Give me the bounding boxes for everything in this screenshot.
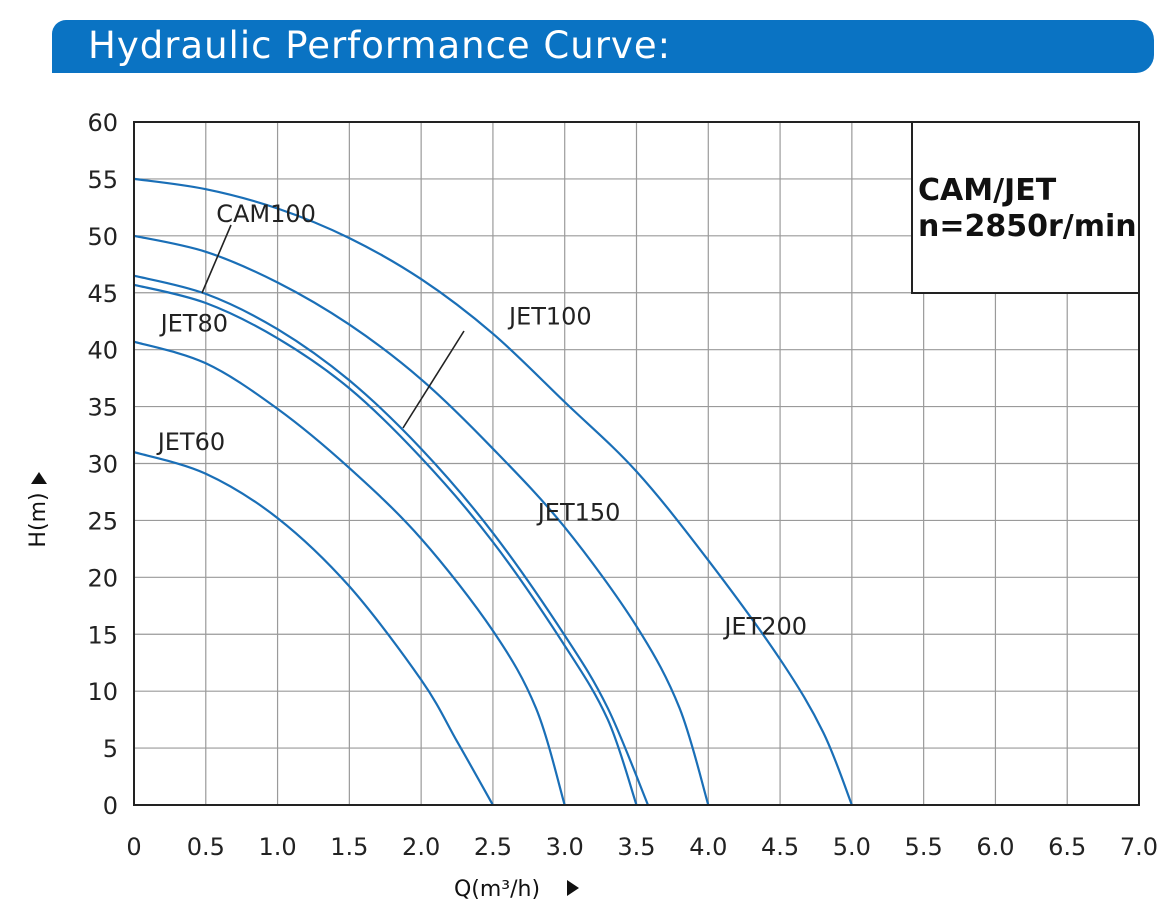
x-tick-label: 6.0 [976,833,1014,861]
label-cam100: CAM100 [216,200,316,228]
x-tick-label: 2.0 [402,833,440,861]
y-axis-arrow-icon [31,472,47,484]
title-banner: Hydraulic Performance Curve: [52,20,1154,73]
y-axis-title: H(m) [26,472,51,548]
y-tick-label: 0 [103,792,118,820]
x-tick-label: 7.0 [1120,833,1158,861]
x-tick-label: 4.5 [761,833,799,861]
curve-jet100 [133,283,638,806]
y-tick-label: 25 [87,507,118,535]
x-tick-label: 0.5 [187,833,225,861]
x-tick-label: 0 [126,833,141,861]
label-jet200: JET200 [722,612,807,640]
x-tick-label: 1.0 [258,833,296,861]
jet100-leader [402,330,465,429]
x-tick-label: 6.5 [1048,833,1086,861]
label-jet80: JET80 [159,309,228,337]
y-tick-label: 55 [87,166,118,194]
curve-jet80 [133,340,566,806]
y-tick-label: 30 [87,451,118,479]
curve-jet200 [133,177,853,806]
y-tick-label: 45 [87,280,118,308]
x-tick-label: 1.5 [330,833,368,861]
cam100-leader [201,224,232,294]
label-jet150: JET150 [536,498,621,526]
x-tick-label: 2.5 [474,833,512,861]
y-tick-label: 10 [87,678,118,706]
curve-labels: CAM100 JET80 JET60 JET100 JET150 JET200 [156,200,807,640]
info-speed: n=2850r/min [918,209,1137,244]
curve-cam100 [133,274,650,806]
y-tick-labels: 0 5 10 15 20 25 30 35 40 45 50 55 60 [87,109,118,820]
info-box-frame [911,121,1140,294]
x-axis-arrow-icon [567,880,579,896]
label-jet100: JET100 [507,303,592,331]
info-model: CAM/JET [918,173,1057,208]
x-tick-label: 3.0 [546,833,584,861]
x-tick-label: 4.0 [689,833,727,861]
y-tick-label: 15 [87,621,118,649]
curve-jet60 [133,451,494,806]
chart-curves [133,177,853,806]
page-title: Hydraulic Performance Curve: [88,24,672,67]
x-tick-label: 5.0 [833,833,871,861]
y-tick-label: 20 [87,564,118,592]
label-leaders [201,224,465,429]
x-tick-label: 5.5 [905,833,943,861]
label-jet60: JET60 [156,428,225,456]
x-axis-label: Q(m³/h) [454,877,540,902]
x-tick-labels: 0 0.5 1.0 1.5 2.0 2.5 3.0 3.5 4.0 4.5 5.0 5.5 6.0 6.5… [126,833,1158,861]
y-tick-label: 50 [87,223,118,251]
y-tick-label: 60 [87,109,118,137]
y-tick-label: 5 [103,735,118,763]
x-tick-label: 3.5 [617,833,655,861]
chart-frame [133,121,1140,806]
y-tick-label: 40 [87,337,118,365]
curve-jet150 [133,234,710,806]
y-tick-label: 35 [87,394,118,422]
y-axis-label: H(m) [26,492,51,547]
info-box: CAM/JET n=2850r/min [911,121,1140,294]
